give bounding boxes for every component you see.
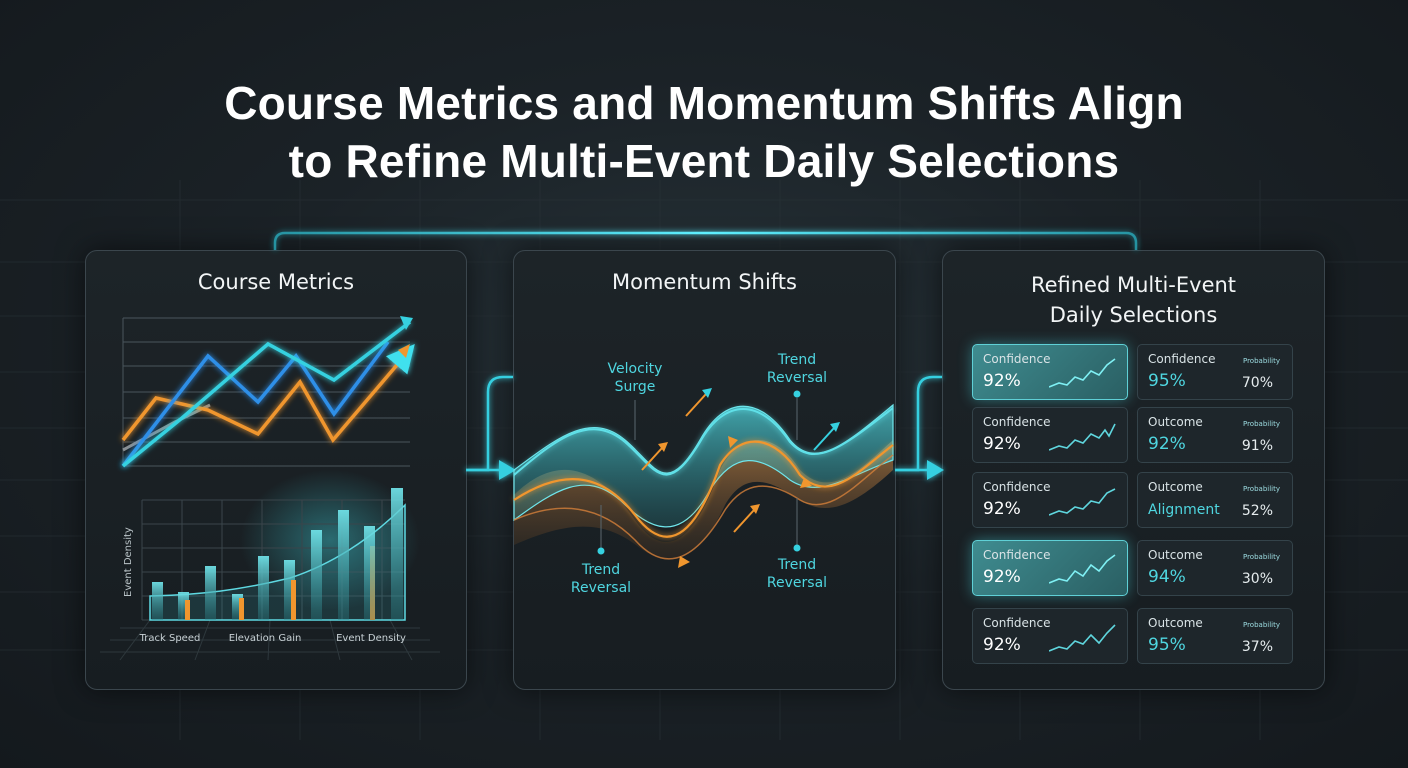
selection-card[interactable]: Confidence 92% <box>972 540 1128 596</box>
card-label: Confidence <box>983 548 1051 562</box>
sparkline-icon <box>1049 423 1116 451</box>
selection-card[interactable]: Confidence 92% <box>972 472 1128 528</box>
card-side-value: 37% <box>1241 639 1273 655</box>
card-value: 92% <box>983 371 1021 391</box>
selection-card[interactable]: Outcome Alignment Probability 52% <box>1137 472 1293 528</box>
course-metrics-panel: Course Metrics <box>85 250 467 690</box>
card-value: 92% <box>983 434 1021 454</box>
sparkline-icon <box>1049 554 1116 584</box>
selection-card[interactable]: Confidence 92% <box>972 608 1128 664</box>
sparkline-icon <box>1049 488 1116 516</box>
momentum-shifts-title: Momentum Shifts <box>611 270 797 294</box>
card-tag: Probability <box>1242 621 1280 629</box>
card-value: 92% <box>1148 434 1186 454</box>
card-label: Confidence <box>1148 352 1216 366</box>
card-label: Outcome <box>1148 616 1203 630</box>
card-side-value: 52% <box>1241 503 1273 519</box>
card-label: Confidence <box>983 415 1051 429</box>
selection-card[interactable]: Confidence 92% <box>972 407 1128 463</box>
momentum-shifts-panel: Momentum Shifts <box>513 250 896 690</box>
card-value: 92% <box>983 635 1021 655</box>
selection-card[interactable]: Outcome 92% Probability 91% <box>1137 407 1293 463</box>
card-side-value: 30% <box>1241 571 1273 587</box>
main-title: Course Metrics and Momentum Shifts Align… <box>0 74 1408 190</box>
card-side-value: 91% <box>1241 438 1273 454</box>
card-value: 92% <box>983 567 1021 587</box>
selections-title-line-2: Daily Selections <box>1049 303 1218 327</box>
card-tag: Probability <box>1242 357 1280 365</box>
card-tag: Probability <box>1242 420 1280 428</box>
card-label: Outcome <box>1148 480 1203 494</box>
selection-card[interactable]: Confidence 95% Probability 70% <box>1137 344 1293 400</box>
card-label: Outcome <box>1148 548 1203 562</box>
card-label: Confidence <box>983 480 1051 494</box>
card-value: Alignment <box>1148 502 1220 518</box>
main-title-line-2: to Refine Multi-Event Daily Selections <box>288 135 1120 187</box>
card-value: 95% <box>1148 371 1186 391</box>
card-value: 95% <box>1148 635 1186 655</box>
card-tag: Probability <box>1242 553 1280 561</box>
card-tag: Probability <box>1242 485 1280 493</box>
card-label: Confidence <box>983 352 1051 366</box>
main-title-line-1: Course Metrics and Momentum Shifts Align <box>224 77 1184 129</box>
sparkline-icon <box>1049 358 1116 388</box>
selections-title-line-1: Refined Multi-Event <box>1030 273 1237 297</box>
card-side-value: 70% <box>1241 375 1273 391</box>
card-value: 92% <box>983 499 1021 519</box>
selection-card[interactable]: Outcome 95% Probability 37% <box>1137 608 1293 664</box>
card-label: Outcome <box>1148 415 1203 429</box>
selections-title: Refined Multi-Event Daily Selections <box>943 270 1324 330</box>
card-value: 94% <box>1148 567 1186 587</box>
course-metrics-title: Course Metrics <box>197 270 355 294</box>
card-label: Confidence <box>983 616 1051 630</box>
selection-card[interactable]: Confidence 92% <box>972 344 1128 400</box>
sparkline-icon <box>1049 624 1116 652</box>
selection-card[interactable]: Outcome 94% Probability 30% <box>1137 540 1293 596</box>
